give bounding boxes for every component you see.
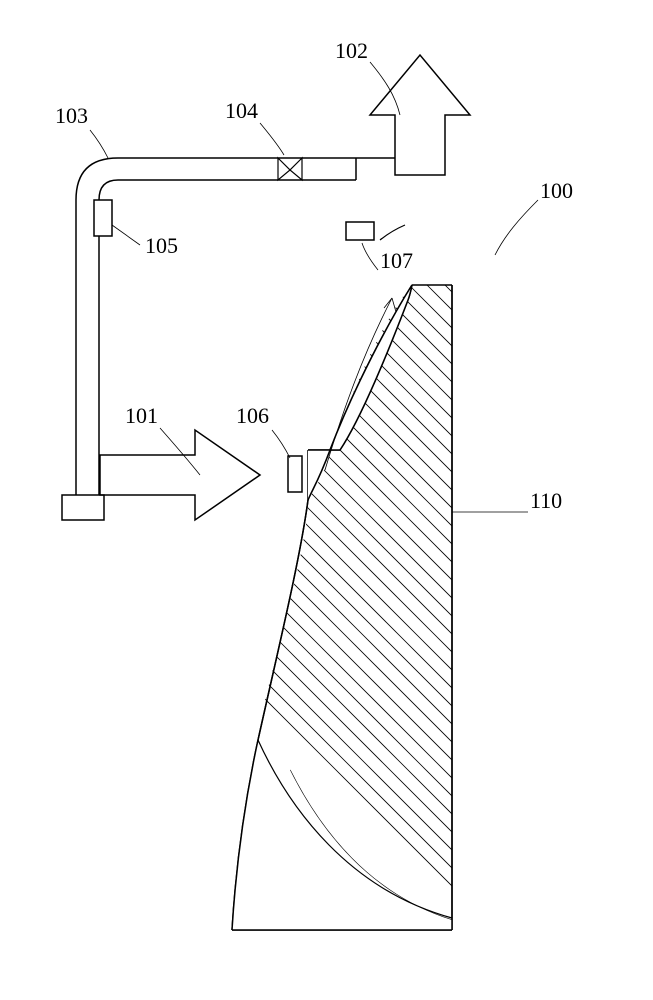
label-107: 107 [380,248,413,274]
arrow-101 [100,430,260,520]
opening-curve [380,225,405,240]
label-102: 102 [335,38,368,64]
diagram-container: 100 101 102 103 104 105 106 107 110 [0,0,653,1000]
leader-lines [90,62,538,512]
bend-inner [99,180,118,200]
label-104: 104 [225,98,258,124]
inlet-base [62,495,104,520]
label-100: 100 [540,178,573,204]
label-101: 101 [125,403,158,429]
label-110: 110 [530,488,562,514]
valve-104 [278,158,302,180]
outlet-107 [346,222,374,240]
sensor-105 [94,200,112,236]
label-103: 103 [55,103,88,129]
bend-outer [76,158,118,200]
label-106: 106 [236,403,269,429]
arrow-102 [370,55,470,175]
sensor-106 [288,456,302,492]
label-105: 105 [145,233,178,259]
